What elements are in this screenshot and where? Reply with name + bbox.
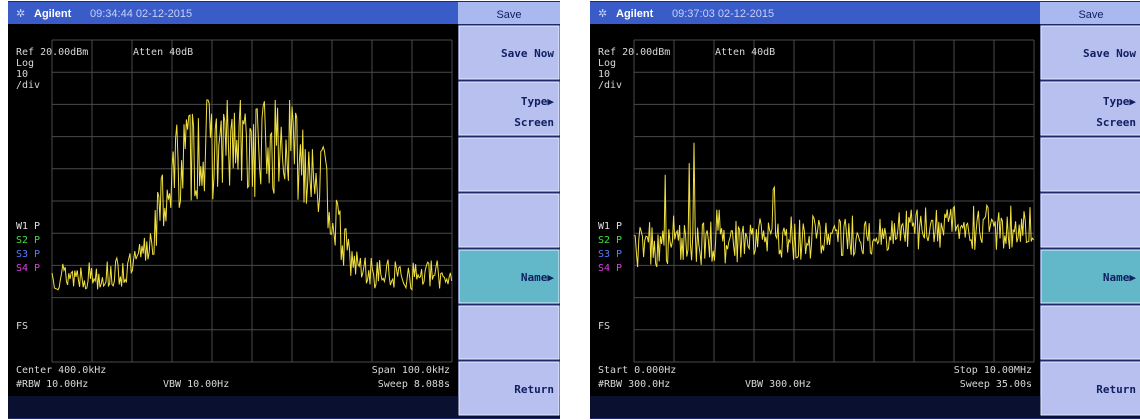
x-start: Start 0.000Hz	[598, 365, 676, 376]
trace-marker: W1 P	[598, 221, 622, 232]
softkey[interactable]	[458, 25, 560, 80]
trace-marker: W1 P	[16, 221, 40, 232]
menu-title: Save	[496, 9, 521, 21]
softkey-label: Return	[514, 383, 554, 396]
x-end: Span 100.0kHz	[372, 365, 450, 376]
softkey[interactable]	[458, 361, 560, 416]
softkey[interactable]	[1040, 25, 1140, 80]
scale-label: Log	[16, 58, 34, 69]
softkey[interactable]	[1040, 137, 1140, 192]
timestamp: 09:34:44 02-12-2015	[90, 8, 192, 20]
ref-level: Ref 20.00dBm	[598, 47, 670, 58]
scale-label: 10	[16, 69, 28, 80]
trace-marker: S4 P	[598, 263, 622, 274]
softkey-label: Return	[1096, 383, 1136, 396]
scale-label: Log	[598, 58, 616, 69]
menu-title-bar	[1040, 2, 1140, 24]
trace-marker: S3 P	[16, 249, 40, 260]
trace-marker: S3 P	[598, 249, 622, 260]
attenuation: Atten 40dB	[133, 47, 193, 58]
status-bar	[590, 396, 1140, 418]
menu-title-bar	[458, 2, 560, 24]
vbw: VBW 10.00Hz	[163, 379, 229, 390]
scale-label: 10	[598, 69, 610, 80]
softkey-label: Name▶	[1103, 271, 1136, 284]
softkey[interactable]	[1040, 81, 1140, 136]
display	[8, 24, 458, 396]
status-bar	[8, 396, 560, 418]
softkey-label: Name▶	[521, 271, 554, 284]
header-bar	[590, 2, 1040, 24]
scale-label: /div	[598, 80, 622, 91]
menu-title: Save	[1078, 9, 1103, 21]
sweep: Sweep 35.00s	[960, 379, 1032, 390]
softkey-value: Screen	[1096, 116, 1136, 129]
softkey[interactable]	[1040, 305, 1140, 360]
vbw: VBW 300.0Hz	[745, 379, 811, 390]
softkey[interactable]	[458, 193, 560, 248]
softkey[interactable]	[458, 137, 560, 192]
softkey[interactable]	[458, 249, 560, 304]
fs-label: FS	[598, 321, 610, 332]
softkey-value: Screen	[514, 116, 554, 129]
sweep: Sweep 8.088s	[378, 379, 450, 390]
softkey[interactable]	[1040, 249, 1140, 304]
trace-marker: S2 P	[16, 235, 40, 246]
x-end: Stop 10.00MHz	[954, 365, 1032, 376]
softkey[interactable]	[1040, 361, 1140, 416]
softkey-label: Save Now	[1083, 47, 1136, 60]
header-bar	[8, 2, 458, 24]
display	[590, 24, 1040, 396]
brand: Agilent	[616, 8, 654, 20]
softkey-label: Type▶	[1103, 95, 1136, 108]
trace	[51, 99, 453, 291]
ref-level: Ref 20.00dBm	[16, 47, 88, 58]
rbw: #RBW 300.0Hz	[598, 379, 670, 390]
softkey[interactable]	[458, 305, 560, 360]
softkey-label: Save Now	[501, 47, 554, 60]
analyzer-panel: Agilent ✲ 09:34:44 02-12-2015 Save Ref 20.00…	[8, 1, 560, 419]
softkey[interactable]	[1040, 193, 1140, 248]
x-start: Center 400.0kHz	[16, 365, 106, 376]
analyzer-panel: Agilent ✲ 09:37:03 02-12-2015 Save Ref 20.00…	[590, 1, 1140, 419]
logo: ✲	[598, 8, 607, 20]
trace-marker: S2 P	[598, 235, 622, 246]
attenuation: Atten 40dB	[715, 47, 775, 58]
brand: Agilent	[34, 8, 72, 20]
softkey-label: Type▶	[521, 95, 554, 108]
trace	[633, 142, 1034, 268]
timestamp: 09:37:03 02-12-2015	[672, 8, 774, 20]
rbw: #RBW 10.00Hz	[16, 379, 88, 390]
scale-label: /div	[16, 80, 40, 91]
logo: ✲	[16, 8, 25, 20]
trace-marker: S4 P	[16, 263, 40, 274]
softkey[interactable]	[458, 81, 560, 136]
fs-label: FS	[16, 321, 28, 332]
